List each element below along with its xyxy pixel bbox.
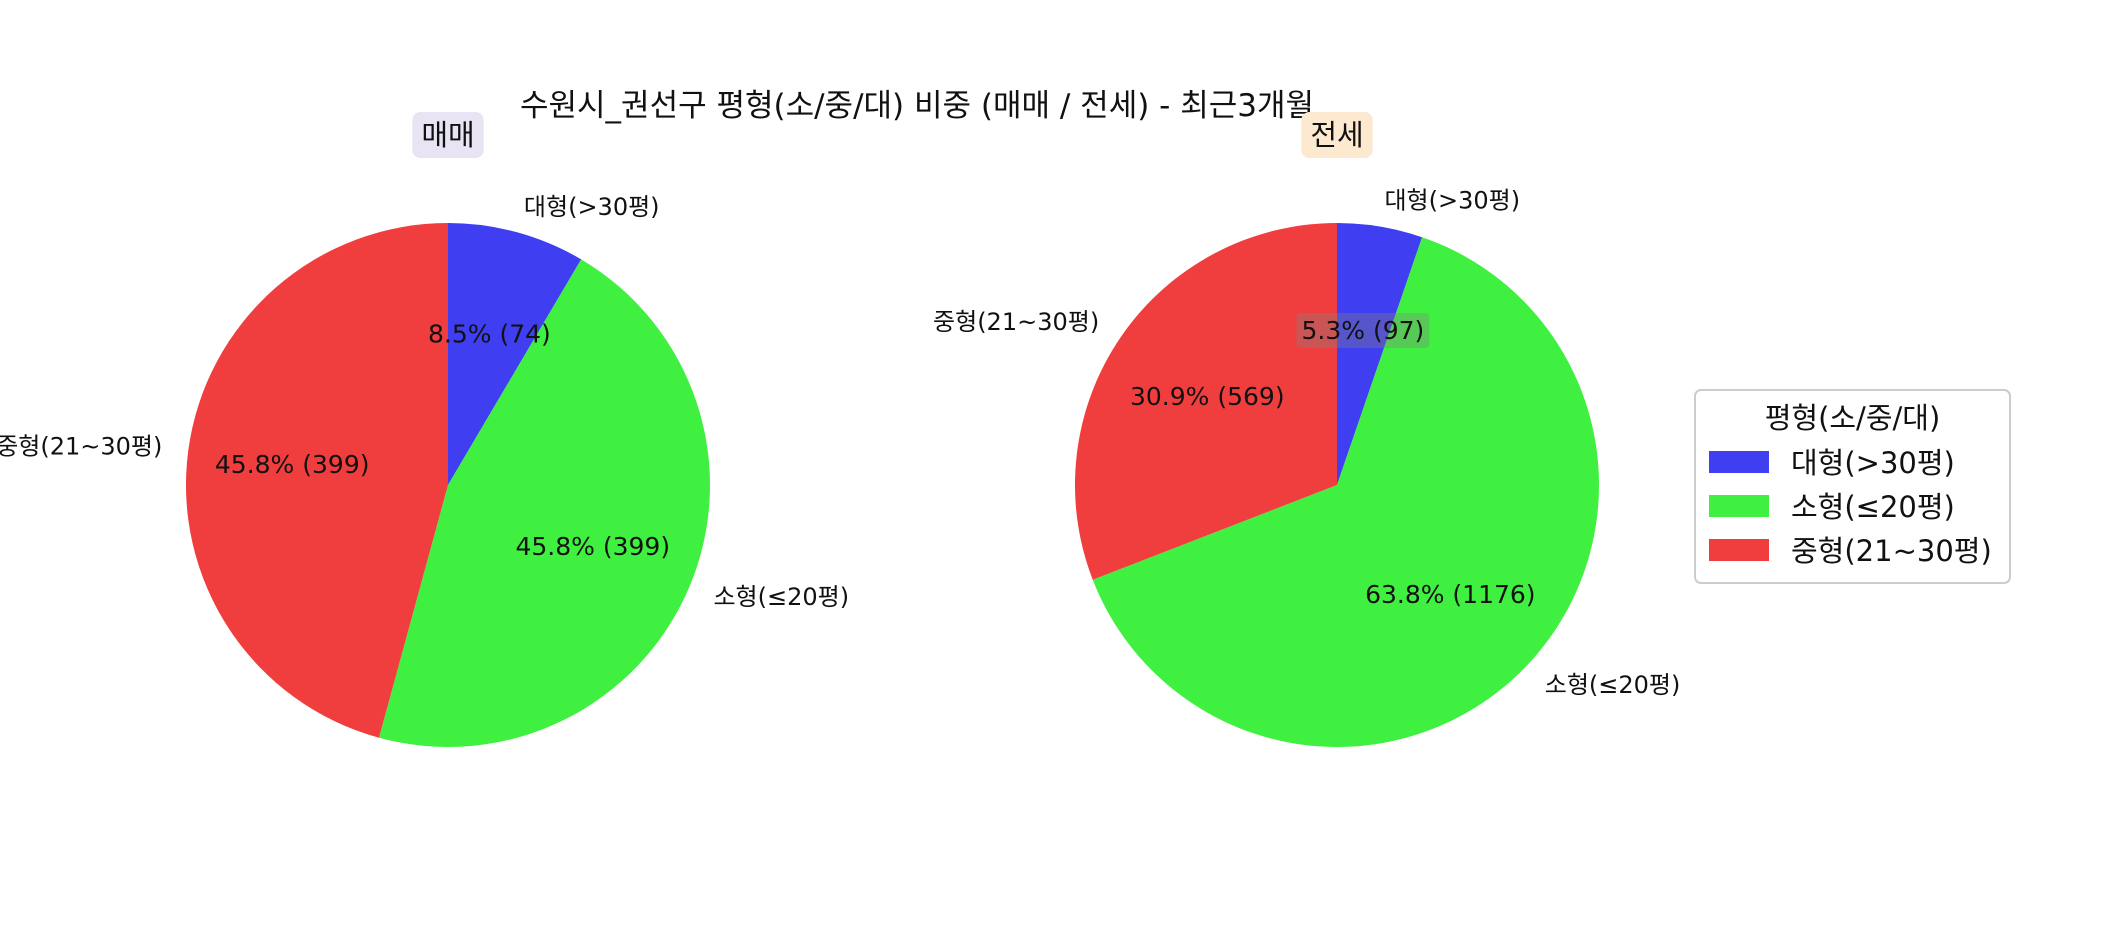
legend-swatch [1709,539,1769,561]
pie-slice [1092,237,1599,747]
pie-title-text: 매매 [421,118,474,152]
percent-label-box [1296,312,1430,348]
legend-label: 대형(>30평) [1791,446,1955,480]
pie-title-box [1301,112,1373,158]
slice-category-label: 대형(>30평) [524,193,660,221]
legend: 평형(소/중/대) 대형(>30평) 소형(≤20평) 중형(21~30평) [1694,389,2011,584]
legend-entry: 소형(≤20평) [1709,490,1955,524]
legend-swatch [1709,495,1769,517]
slice-category-label: 소형(≤20평) [713,583,849,611]
pie-title-box [412,112,484,158]
legend-label: 중형(21~30평) [1791,534,1992,568]
legend-swatch [1709,451,1769,473]
percent-label-text: 45.8% (399) [515,532,670,561]
legend-entry: 대형(>30평) [1709,446,1955,480]
slice-percent-label: 45.8% (399) [215,450,370,479]
slice-category-label: 소형(≤20평) [1545,671,1681,699]
slice-category-label: 중형(21~30평) [0,433,162,461]
pie-slice [448,223,582,485]
chart-title: 수원시_권선구 평형(소/중/대) 비중 (매매 / 전세) - 최근3개월 [520,88,1314,124]
slice-percent-label: 63.8% (1176) [1365,580,1536,609]
slice-category-label: 중형(21~30평) [933,308,1099,336]
pie-slice [186,223,448,738]
legend-entry: 중형(21~30평) [1709,534,1992,568]
percent-label-text: 8.5% (74) [428,319,551,348]
pie-slice [378,259,710,747]
pie-title: 매매 [412,112,484,158]
slice-percent-label: 30.9% (569) [1130,382,1285,411]
legend-label: 소형(≤20평) [1791,490,1955,524]
slice-category-label: 대형(>30평) [1384,187,1520,215]
legend-title: 평형(소/중/대) [1765,401,1941,435]
slice-percent-label: 5.3% (97) [1296,312,1430,348]
pie-slice [1337,223,1423,485]
percent-label-text: 45.8% (399) [215,450,370,479]
legend-frame [1694,389,2011,584]
percent-label-text: 5.3% (97) [1301,316,1424,345]
pie-title: 전세 [1301,112,1373,158]
pie-title-text: 전세 [1310,118,1363,152]
slice-percent-label: 8.5% (74) [428,319,551,348]
percent-label-text: 63.8% (1176) [1365,580,1536,609]
pie-slice [1074,223,1337,580]
slice-percent-label: 45.8% (399) [515,532,670,561]
percent-label-text: 30.9% (569) [1130,382,1285,411]
